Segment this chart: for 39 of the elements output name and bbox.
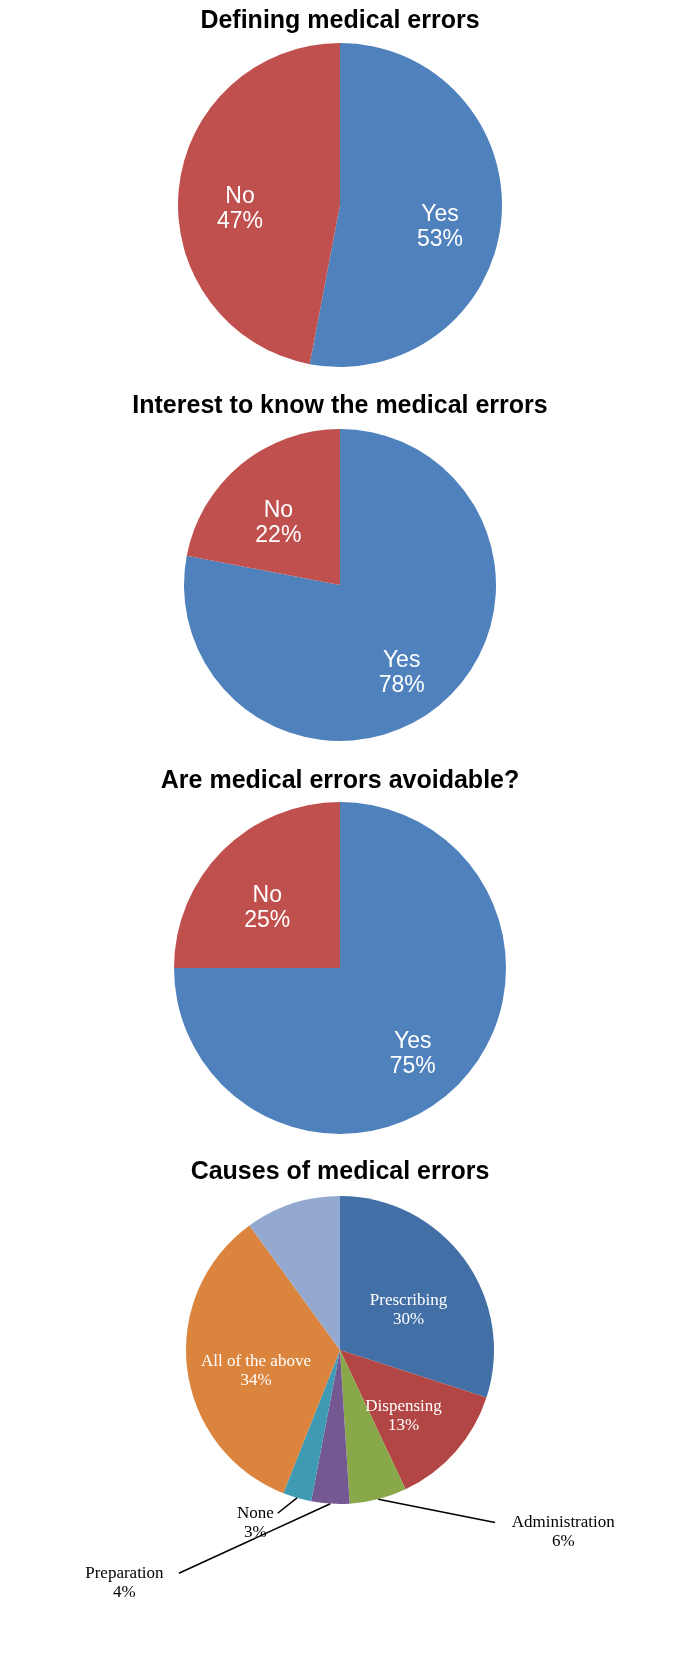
chart-title: Interest to know the medical errors xyxy=(132,390,548,418)
data-label: 25% xyxy=(244,906,291,933)
chart-title: Causes of medical errors xyxy=(190,1156,490,1184)
chart-title: Are medical errors avoidable? xyxy=(160,765,520,793)
slice-label: Dispensing xyxy=(365,1396,443,1416)
pie-slice xyxy=(186,1225,340,1494)
data-label: 30% xyxy=(392,1309,425,1329)
slice-label: Yes xyxy=(421,200,459,227)
pie-slice xyxy=(178,43,340,365)
chart-title: Defining medical errors xyxy=(200,5,480,33)
data-label: 4% xyxy=(113,1582,136,1602)
pie-slice xyxy=(174,802,506,1134)
slice-label: All of the above xyxy=(200,1350,311,1370)
slice-label: None xyxy=(236,1503,274,1523)
pie-slice xyxy=(340,1350,487,1490)
pie-slice xyxy=(249,1196,340,1350)
data-label: 13% xyxy=(387,1415,420,1435)
pie-slice xyxy=(186,429,340,585)
data-label: 3% xyxy=(243,1522,267,1542)
slice-label: No xyxy=(263,496,294,523)
pie-slice xyxy=(309,43,502,367)
data-label: 75% xyxy=(389,1051,436,1078)
slice-label: Yes xyxy=(394,1026,432,1053)
data-label: 22% xyxy=(255,521,302,548)
data-label: 53% xyxy=(416,225,464,252)
pie-slice xyxy=(340,1196,494,1398)
slice-label: Preparation xyxy=(85,1563,165,1583)
pie-slice xyxy=(174,802,340,968)
data-label: 78% xyxy=(378,670,425,697)
data-label: 47% xyxy=(216,206,264,233)
pie-slice xyxy=(311,1350,350,1504)
slice-label: Yes xyxy=(382,645,421,672)
slice-label: No xyxy=(225,181,255,208)
data-label: 6% xyxy=(551,1531,575,1551)
slice-label: Prescribing xyxy=(369,1290,448,1310)
slice-label: Administration xyxy=(511,1512,616,1532)
data-label: 34% xyxy=(240,1369,272,1389)
pie-slice xyxy=(184,429,496,741)
slice-label: No xyxy=(252,881,282,908)
